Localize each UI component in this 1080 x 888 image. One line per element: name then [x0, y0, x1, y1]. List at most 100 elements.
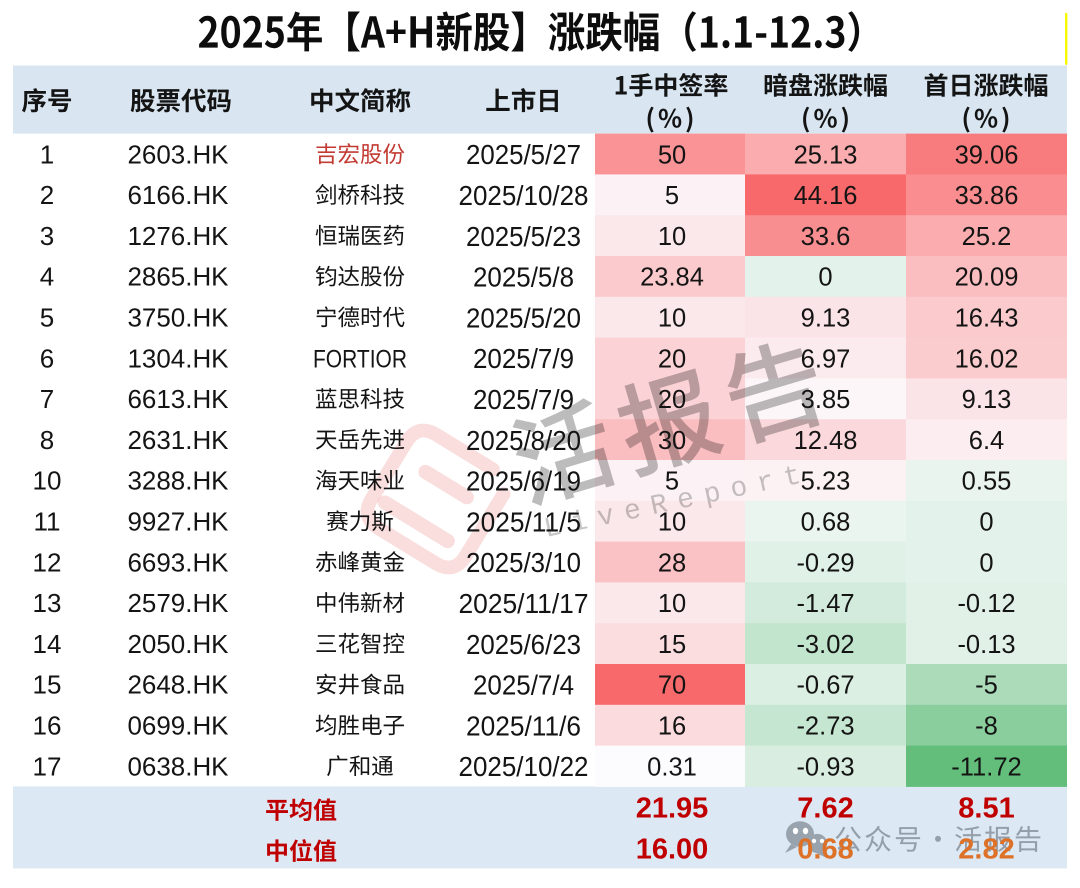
svg-text:2050.HK: 2050.HK	[128, 629, 230, 659]
svg-text:2025/11/6: 2025/11/6	[466, 710, 581, 741]
svg-text:12.48: 12.48	[794, 427, 858, 455]
svg-text:2025/3/10: 2025/3/10	[466, 547, 581, 578]
svg-text:33.86: 33.86	[955, 182, 1019, 210]
svg-text:-0.67: -0.67	[796, 672, 854, 700]
svg-text:0.31: 0.31	[647, 753, 697, 781]
svg-text:33.6: 33.6	[801, 223, 851, 251]
svg-text:2025/10/22: 2025/10/22	[459, 751, 589, 782]
svg-text:2025/6/23: 2025/6/23	[466, 629, 581, 660]
svg-text:20.09: 20.09	[955, 264, 1019, 292]
svg-text:0699.HK: 0699.HK	[128, 711, 230, 741]
svg-text:14: 14	[33, 629, 62, 659]
svg-text:0.68: 0.68	[801, 509, 851, 537]
svg-text:0: 0	[818, 264, 832, 292]
svg-text:-0.29: -0.29	[796, 549, 854, 577]
svg-text:2: 2	[40, 180, 54, 210]
svg-text:25.2: 25.2	[962, 223, 1012, 251]
svg-text:20: 20	[658, 386, 686, 414]
svg-text:1276.HK: 1276.HK	[128, 221, 230, 251]
svg-text:10: 10	[658, 305, 686, 333]
svg-text:0.55: 0.55	[962, 468, 1012, 496]
svg-text:2025/6/19: 2025/6/19	[466, 466, 581, 497]
svg-text:2025/11/17: 2025/11/17	[459, 588, 589, 619]
svg-text:9.13: 9.13	[801, 305, 851, 333]
svg-text:3288.HK: 3288.HK	[128, 466, 230, 496]
svg-text:2025/10/28: 2025/10/28	[459, 180, 589, 211]
svg-text:6: 6	[40, 343, 54, 373]
svg-text:2.82: 2.82	[958, 834, 1014, 866]
svg-text:2865.HK: 2865.HK	[128, 262, 230, 292]
svg-text:50: 50	[658, 141, 686, 169]
svg-text:-0.13: -0.13	[957, 631, 1015, 659]
svg-text:2631.HK: 2631.HK	[128, 425, 230, 455]
svg-text:2579.HK: 2579.HK	[128, 588, 230, 618]
svg-text:16.43: 16.43	[955, 305, 1019, 333]
svg-text:15: 15	[658, 631, 686, 659]
svg-text:2025/7/9: 2025/7/9	[473, 343, 574, 374]
svg-text:5.23: 5.23	[801, 468, 851, 496]
svg-text:-5: -5	[975, 672, 998, 700]
svg-text:1304.HK: 1304.HK	[128, 343, 230, 373]
svg-text:15: 15	[33, 670, 62, 700]
svg-text:25.13: 25.13	[794, 141, 858, 169]
svg-text:13: 13	[33, 588, 62, 618]
svg-text:FORTIOR: FORTIOR	[313, 345, 407, 373]
svg-text:12: 12	[33, 547, 62, 577]
svg-text:-8: -8	[975, 713, 998, 741]
svg-text:8: 8	[40, 425, 54, 455]
svg-text:70: 70	[658, 672, 686, 700]
svg-text:-0.93: -0.93	[796, 753, 854, 781]
svg-text:2025/5/23: 2025/5/23	[466, 221, 581, 252]
svg-text:6.4: 6.4	[969, 427, 1004, 455]
svg-text:39.06: 39.06	[955, 141, 1019, 169]
svg-text:8.51: 8.51	[958, 793, 1014, 825]
svg-text:16: 16	[658, 713, 686, 741]
svg-text:0: 0	[979, 549, 993, 577]
svg-text:5: 5	[665, 182, 679, 210]
svg-text:5: 5	[665, 468, 679, 496]
svg-text:9.13: 9.13	[962, 386, 1012, 414]
svg-text:2603.HK: 2603.HK	[128, 139, 230, 169]
svg-text:1: 1	[40, 139, 54, 169]
svg-text:2025/7/4: 2025/7/4	[473, 670, 574, 701]
svg-text:0.68: 0.68	[797, 834, 853, 866]
svg-text:11: 11	[34, 507, 61, 537]
svg-text:23.84: 23.84	[640, 264, 704, 292]
svg-text:9927.HK: 9927.HK	[128, 507, 230, 537]
svg-text:3.85: 3.85	[801, 386, 851, 414]
svg-text:2025/8/20: 2025/8/20	[466, 425, 581, 456]
svg-text:5: 5	[40, 303, 54, 333]
svg-text:16: 16	[33, 711, 62, 741]
svg-text:20: 20	[658, 345, 686, 373]
svg-text:2025/5/20: 2025/5/20	[466, 302, 581, 333]
svg-text:-2.73: -2.73	[796, 713, 854, 741]
svg-text:10: 10	[658, 223, 686, 251]
svg-text:2648.HK: 2648.HK	[128, 670, 230, 700]
svg-text:-1.47: -1.47	[796, 590, 854, 618]
svg-text:3: 3	[40, 221, 54, 251]
svg-text:4: 4	[40, 262, 54, 292]
svg-text:30: 30	[658, 427, 686, 455]
svg-text:2025/5/8: 2025/5/8	[473, 262, 574, 293]
svg-text:2025/5/27: 2025/5/27	[466, 139, 581, 170]
svg-text:-0.12: -0.12	[957, 590, 1015, 618]
svg-text:44.16: 44.16	[794, 182, 858, 210]
svg-text:6613.HK: 6613.HK	[128, 384, 230, 414]
svg-text:0: 0	[979, 509, 993, 537]
svg-text:7: 7	[40, 384, 54, 414]
svg-text:2025/7/9: 2025/7/9	[473, 384, 574, 415]
svg-text:3750.HK: 3750.HK	[128, 303, 230, 333]
svg-text:-11.72: -11.72	[951, 753, 1021, 781]
svg-text:10: 10	[33, 466, 62, 496]
svg-text:7.62: 7.62	[797, 793, 853, 825]
svg-text:28: 28	[658, 549, 686, 577]
svg-text:16.02: 16.02	[955, 345, 1019, 373]
svg-text:6693.HK: 6693.HK	[128, 547, 230, 577]
svg-text:2025/11/5: 2025/11/5	[466, 506, 581, 537]
svg-text:6.97: 6.97	[801, 345, 851, 373]
svg-text:6166.HK: 6166.HK	[128, 180, 230, 210]
svg-text:0638.HK: 0638.HK	[128, 751, 230, 781]
svg-text:-3.02: -3.02	[796, 631, 854, 659]
svg-text:10: 10	[658, 509, 686, 537]
svg-text:17: 17	[33, 751, 62, 781]
